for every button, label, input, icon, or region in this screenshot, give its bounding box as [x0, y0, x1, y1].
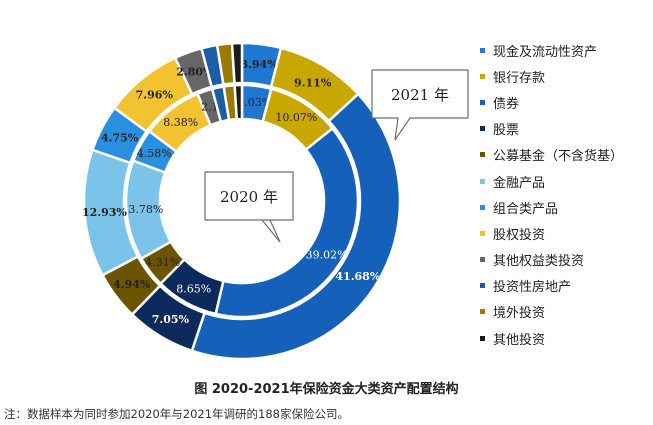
legend-label: 其他投资 — [493, 332, 546, 348]
legend-swatch — [480, 99, 485, 105]
legend-label: 境外投资 — [493, 306, 546, 322]
donut-slice-outer — [190, 92, 402, 361]
data-label: 41.68% — [335, 270, 380, 283]
data-label: 8.65% — [176, 283, 211, 296]
legend-swatch — [480, 230, 485, 236]
data-label: 39.02% — [306, 248, 348, 261]
legend-item: 组合类产品 — [480, 194, 623, 220]
legend-item: 债券 — [480, 89, 623, 115]
legend-item: 投资性房地产 — [480, 273, 623, 299]
legend-item: 其他权益类投资 — [480, 247, 623, 273]
callout-label: 2020 年 — [220, 188, 278, 206]
data-label: 13.78% — [121, 203, 163, 216]
data-label: 4.75% — [101, 131, 139, 144]
legend-item: 股权投资 — [480, 220, 623, 246]
legend-label: 债券 — [493, 96, 520, 112]
donut-slice-inner — [214, 126, 360, 319]
legend-swatch — [480, 47, 485, 53]
year-callout: 2020 年 — [204, 171, 294, 243]
legend-swatch — [480, 204, 485, 210]
legend-label: 股权投资 — [493, 227, 546, 243]
legend-item: 金融产品 — [480, 168, 623, 194]
legend-label: 其他权益类投资 — [493, 254, 585, 270]
legend-swatch — [480, 152, 485, 158]
data-label: 9.11% — [294, 76, 332, 89]
legend-item: 其他投资 — [480, 325, 623, 351]
donut-slice-outer — [230, 41, 244, 85]
data-label: 2.80% — [176, 65, 214, 78]
legend-item: 银行存款 — [480, 63, 623, 89]
legend-label: 现金及流动性资产 — [493, 44, 598, 60]
legend-swatch — [480, 283, 485, 289]
legend-item: 现金及流动性资产 — [480, 37, 623, 63]
legend: 现金及流动性资产 银行存款 债券 股票 公募基金（不含货基） 金融产品 组合类产… — [480, 37, 623, 351]
legend-label: 公募基金（不含货基） — [493, 149, 624, 165]
legend-swatch — [480, 335, 485, 341]
data-label: 10.07% — [275, 111, 317, 124]
data-label: 4.03% — [237, 96, 272, 109]
legend-label: 投资性房地产 — [493, 280, 572, 296]
data-label: 4.58% — [137, 147, 172, 160]
legend-label: 组合类产品 — [493, 201, 559, 217]
footnote: 注：数据样本为同时参加2020年与2021年调研的188家保险公司。 — [4, 407, 349, 421]
data-label: 8.38% — [163, 116, 198, 129]
callout-label: 2021 年 — [391, 86, 449, 104]
legend-item: 公募基金（不含货基） — [480, 142, 623, 168]
donut-slice-inner — [233, 83, 244, 121]
legend-swatch — [480, 257, 485, 263]
data-label: 4.31% — [145, 256, 180, 269]
legend-label: 金融产品 — [493, 175, 546, 191]
data-label: 12.93% — [82, 206, 127, 219]
data-label: 2.1 — [201, 100, 219, 113]
data-label: 7.96% — [136, 88, 174, 101]
legend-swatch — [480, 178, 485, 184]
legend-item: 股票 — [480, 116, 623, 142]
legend-label: 银行存款 — [493, 70, 546, 86]
chart-caption: 图 2020-2021年保险资金大类资产配置结构 — [194, 382, 459, 397]
legend-item: 境外投资 — [480, 299, 623, 325]
data-label: 3.94% — [241, 58, 279, 71]
legend-swatch — [480, 73, 485, 79]
year-callout: 2021 年 — [371, 69, 469, 141]
legend-swatch — [480, 126, 485, 132]
legend-swatch — [480, 309, 485, 315]
legend-label: 股票 — [493, 123, 520, 139]
data-label: 4.94% — [113, 278, 151, 291]
data-label: 7.05% — [152, 313, 190, 326]
